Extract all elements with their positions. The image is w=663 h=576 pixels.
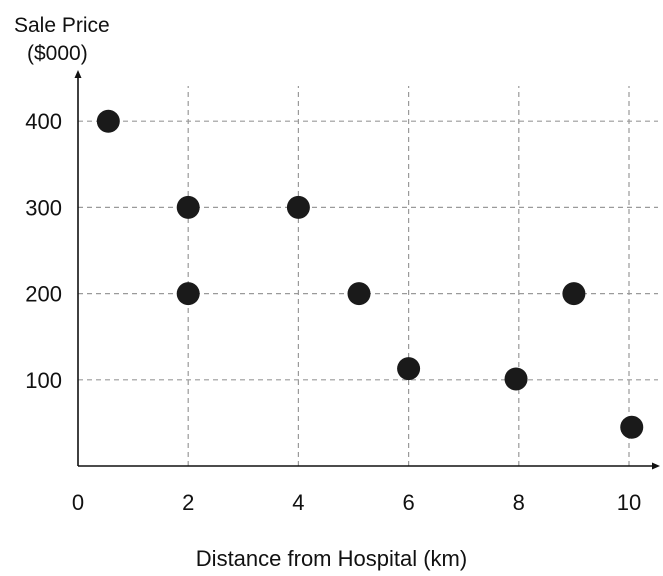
data-point — [504, 367, 528, 391]
data-point — [286, 195, 310, 219]
data-point — [397, 357, 421, 381]
data-point — [176, 195, 200, 219]
tick-labels: 0 2 4 6 8 10 100 200 300 400 — [25, 109, 641, 515]
x-tick-label: 8 — [513, 490, 525, 515]
data-points — [96, 109, 644, 439]
y-axis-label-line-1: Sale Price — [14, 14, 110, 37]
x-tick-label: 10 — [617, 490, 641, 515]
data-point — [176, 282, 200, 306]
x-tick-label: 0 — [72, 490, 84, 515]
data-point — [620, 415, 644, 439]
y-tick-label: 300 — [25, 195, 62, 220]
y-tick-label: 200 — [25, 282, 62, 307]
data-point — [562, 282, 586, 306]
x-axis-arrow — [652, 462, 660, 470]
y-axis-arrow — [74, 70, 82, 78]
y-tick-label: 400 — [25, 109, 62, 134]
x-tick-label: 6 — [402, 490, 414, 515]
axes — [74, 70, 660, 470]
y-tick-label: 100 — [25, 368, 62, 393]
x-tick-label: 2 — [182, 490, 194, 515]
x-tick-label: 4 — [292, 490, 304, 515]
grid-lines — [78, 86, 658, 466]
x-axis-label: Distance from Hospital (km) — [195, 546, 468, 571]
data-point — [96, 109, 120, 133]
y-axis-label-line-2: ($000) — [27, 42, 88, 65]
data-point — [347, 282, 371, 306]
